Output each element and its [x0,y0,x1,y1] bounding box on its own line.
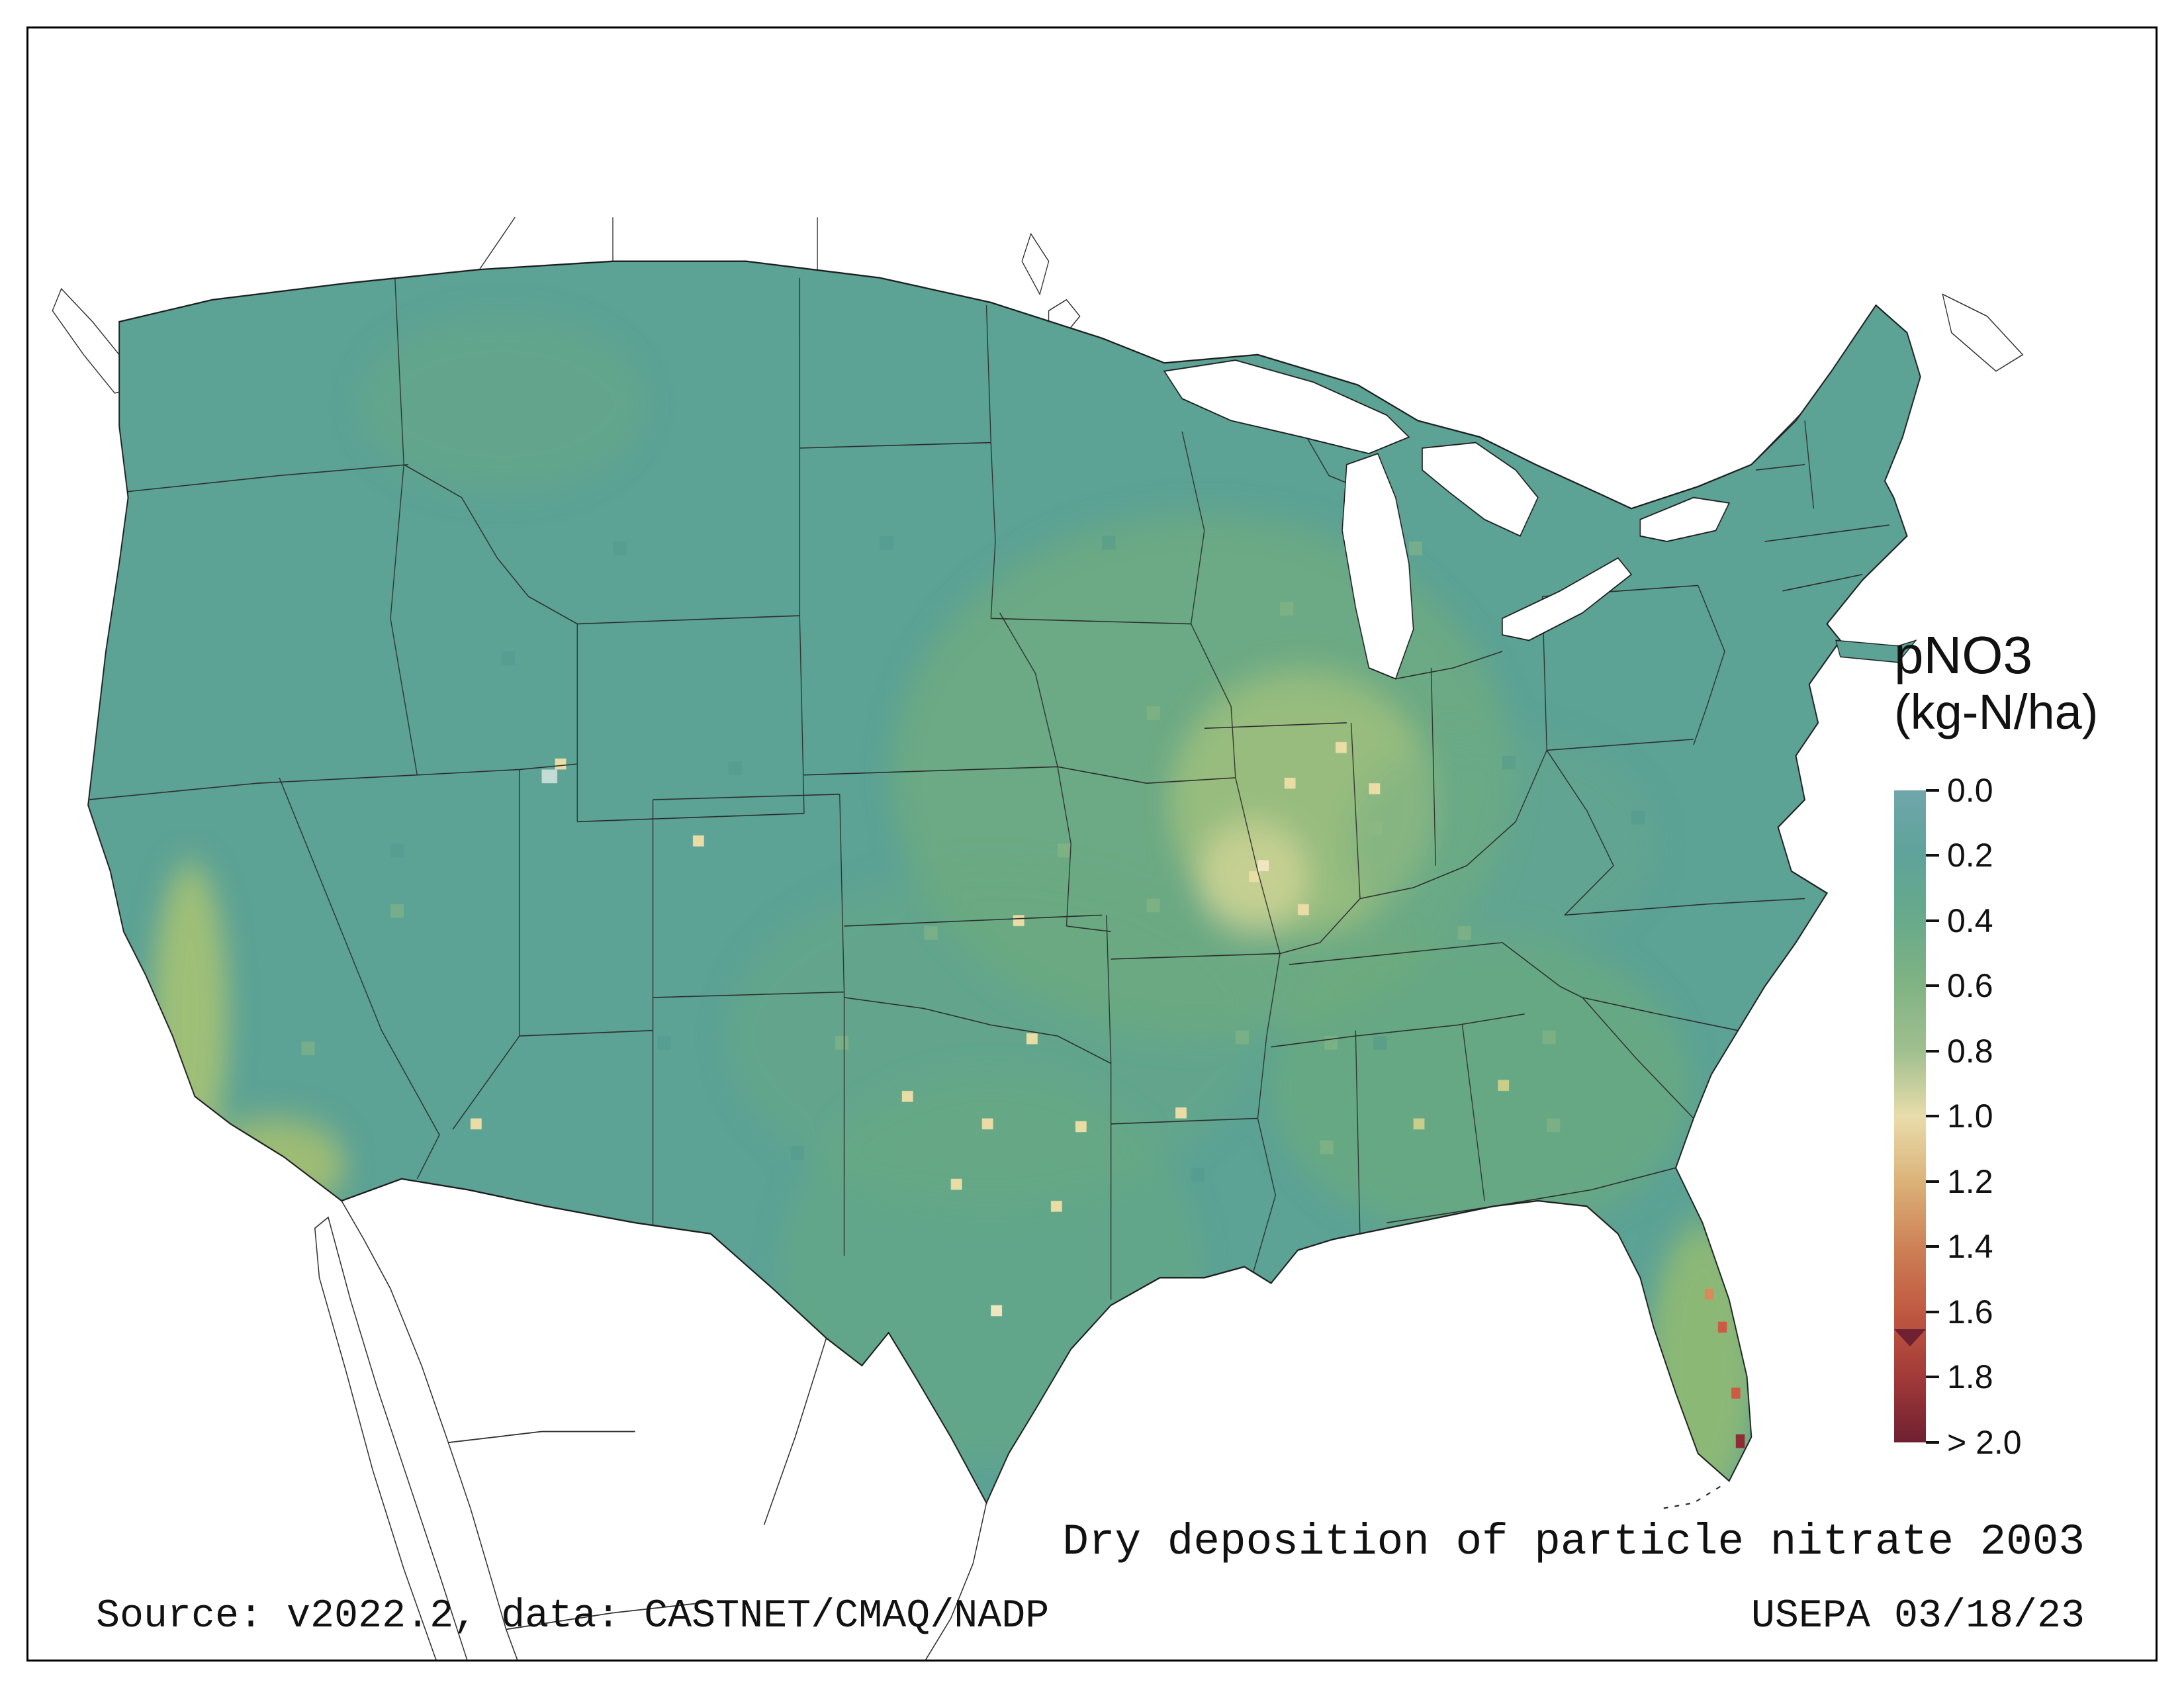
tick-label: 1.6 [1947,1293,1993,1331]
tick-mark [1926,1049,1939,1053]
tick-label: 0.6 [1947,967,1993,1005]
raster-speckles [301,536,1745,1448]
lake-superior [1163,359,1410,455]
lake-ontario [1639,496,1730,542]
nova-scotia [1942,293,2024,372]
tick-label: 1.4 [1947,1228,1993,1266]
legend-tick: 0.0 [1926,771,1993,810]
legend-tick: 0.8 [1926,1032,1993,1070]
tick-label: 0.2 [1947,837,1993,874]
mexico-borders [314,1178,987,1660]
tick-label: 0.8 [1947,1032,1993,1070]
agency-date: USEPA 03/18/23 [1751,1594,2085,1639]
tick-label: 1.0 [1947,1098,1993,1135]
tick-mark [1926,1245,1939,1248]
state-borders [88,277,1889,1300]
legend-title: pNO3 [1894,626,2032,684]
legend-tick: 1.8 [1926,1358,1993,1396]
lake-erie [1502,557,1633,641]
tick-mark [1926,1440,1939,1444]
tick-mark [1926,854,1939,857]
long-island [1835,639,1917,663]
tick-label: 1.2 [1947,1162,1993,1200]
lake-winnipeg [1021,232,1050,296]
great-salt-lake [541,769,558,784]
source-note: Source: v2022.2, data: CASTNET/CMAQ/NADP [96,1594,1050,1639]
tick-mark [1926,984,1939,988]
us-outline [87,260,1921,1505]
figure-caption: Dry deposition of particle nitrate 2003 [1062,1517,2085,1567]
tick-mark [1926,1310,1939,1313]
lake-huron [1422,442,1539,537]
tick-label: 0.4 [1947,902,1993,939]
legend-tick: 0.6 [1926,966,1993,1005]
us-deposition-map [52,216,2024,1660]
tick-label: 1.8 [1947,1358,1993,1396]
map-area [28,28,2156,1660]
us-raster [88,261,1921,1503]
tick-mark [1926,1180,1939,1183]
legend-tick: 0.4 [1926,902,1993,940]
tick-mark [1926,1115,1939,1118]
lake-michigan [1342,453,1414,680]
colorbar-end-arrow [1894,1329,1926,1346]
legend: pNO3 (kg-N/ha) 0.0 0.2 0.4 0.6 0.8 1.0 1.2 1.4 1… [1853,626,2144,1461]
legend-tick: 0.2 [1926,836,1993,874]
tick-mark [1926,1376,1939,1379]
tick-label: > 2.0 [1947,1423,2022,1461]
plot-frame [26,26,2158,1662]
legend-tick: 1.2 [1926,1162,1993,1201]
legend-tick: 1.6 [1926,1293,1993,1331]
great-lakes [1163,359,1730,680]
tick-mark [1926,919,1939,922]
florida-keys [1662,1485,1721,1509]
legend-tick: 1.0 [1926,1097,1993,1135]
baja-california [314,1216,468,1660]
tick-label: 0.0 [1947,771,1993,809]
legend-units: (kg-N/ha) [1894,684,2099,739]
tick-mark [1926,788,1939,792]
legend-tick: 1.4 [1926,1227,1993,1266]
legend-tick: > 2.0 [1926,1423,2022,1462]
